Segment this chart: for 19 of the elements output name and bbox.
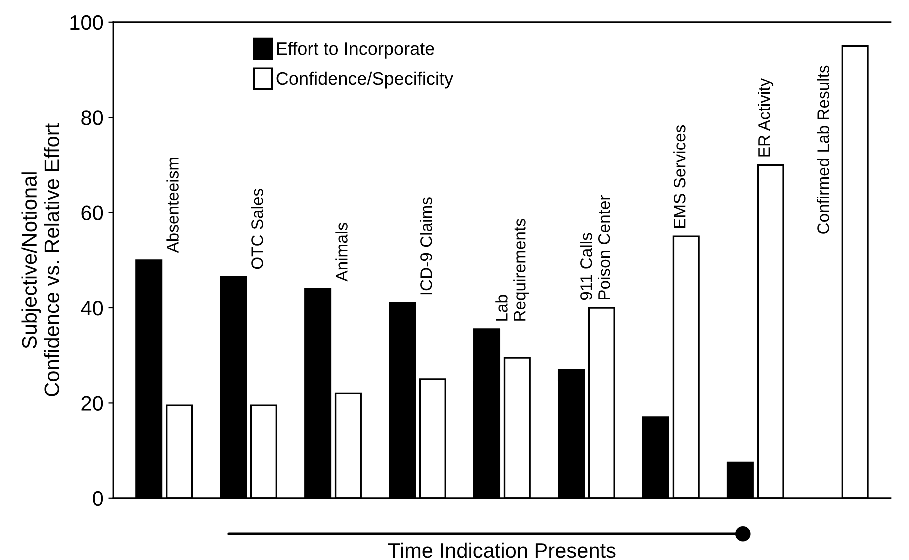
y-tick-label: 0 (93, 491, 104, 506)
x-tick-label: Absenteeism (166, 158, 179, 254)
x-axis-title: Time Indication Presents (388, 542, 616, 558)
legend-label: Confidence/Specificity (276, 72, 454, 89)
legend-label: Effort to Incorporate (277, 42, 434, 59)
x-tick-label: ICD-9 Claims (420, 198, 432, 295)
x-tick-label: EMS Services (674, 125, 686, 228)
x-tick-label: Lab Requirements (496, 219, 530, 321)
y-tick-label: 60 (82, 206, 104, 221)
y-tick-label: 100 (70, 15, 104, 30)
y-axis-title: Subjective/Notional Confidence vs. Relative Effort (22, 124, 60, 396)
y-tick-label: 80 (82, 110, 104, 126)
x-tick-label: 911 Calls Poison Center (580, 196, 610, 300)
x-tick-label: ER Activity (758, 78, 774, 157)
x-tick-label: Animals (336, 223, 348, 282)
y-tick-label: 20 (82, 396, 104, 411)
y-tick-label: 40 (81, 301, 104, 316)
x-tick-label: OTC Sales (251, 189, 264, 270)
x-tick-label: Confirmed Lab Results (817, 66, 830, 234)
